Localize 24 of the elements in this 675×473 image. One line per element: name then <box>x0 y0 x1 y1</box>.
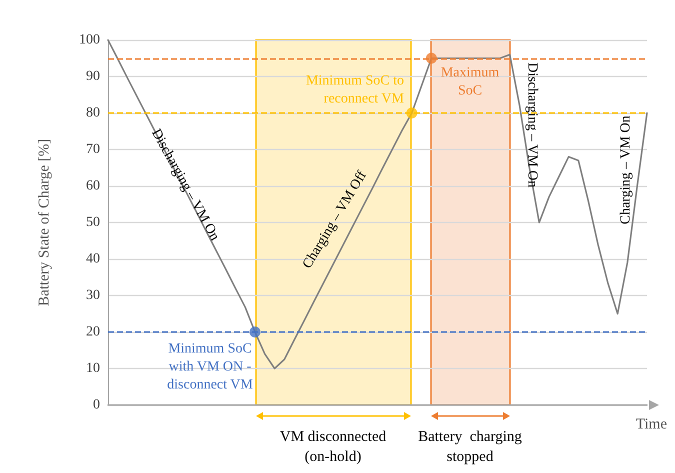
annotation: Maximum SoC <box>440 66 500 98</box>
annotation: Charging – VM On <box>618 116 634 224</box>
point <box>250 326 260 338</box>
point <box>406 108 418 118</box>
y-tick-label: 80 <box>86 106 100 120</box>
y-tick-label: 30 <box>86 288 100 303</box>
y-tick-label: 20 <box>86 324 100 340</box>
y-tick-label: 90 <box>86 69 100 84</box>
y-tick-label: 70 <box>86 142 100 157</box>
y-tick-label: 50 <box>86 215 100 230</box>
y-tick-label: 0 <box>93 398 100 412</box>
point <box>426 52 437 64</box>
text: Battery charging stopped <box>418 429 522 465</box>
annotation: Minimum SoC to reconnect VM <box>306 74 405 106</box>
x-axis-title: Time <box>636 416 668 432</box>
line-series <box>107 39 648 370</box>
y-tick-label: 60 <box>86 178 100 194</box>
text: VM disconnected (on-hold) <box>280 429 387 465</box>
annotation: Minimum SoC with VM ON - disconnect VM <box>167 342 254 392</box>
y-axis-title: Battery State of Charge [%] <box>36 138 52 306</box>
y-tick-label: 40 <box>86 252 100 266</box>
annotation: Discharging – VM On <box>524 62 540 188</box>
y-tick-label: 100 <box>79 32 100 48</box>
y-tick-label: 10 <box>86 361 100 376</box>
